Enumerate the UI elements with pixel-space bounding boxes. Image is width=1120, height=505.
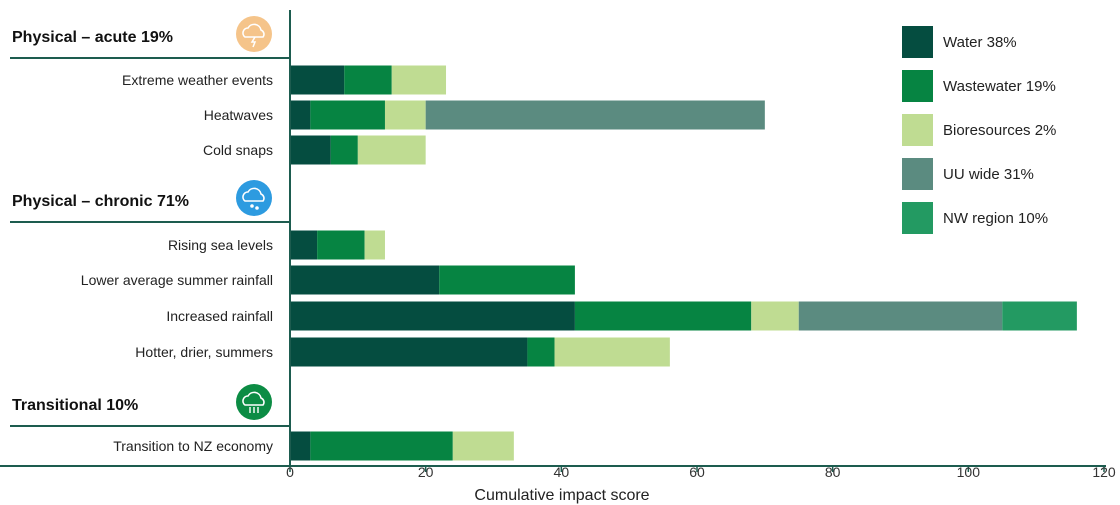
cloud-rain-icon [236, 180, 272, 216]
bar-segment [357, 135, 426, 165]
group-label: Physical – chronic 71% [12, 193, 189, 210]
bar-segment [391, 65, 447, 95]
category-label: Transition to NZ economy [113, 438, 273, 454]
category-label: Lower average summer rainfall [81, 272, 273, 288]
bar-segment [330, 135, 358, 165]
legend-swatch [902, 26, 933, 58]
x-axis-title: Cumulative impact score [474, 487, 649, 504]
bar-segment [310, 100, 385, 130]
bar-segment [1002, 301, 1077, 331]
legend-label: Water 38% [943, 34, 1017, 51]
bar-segment [290, 65, 345, 95]
bar-segment [310, 431, 453, 461]
bar-segment [317, 230, 365, 260]
x-tick-label: 100 [957, 464, 981, 480]
category-label: Cold snaps [203, 142, 273, 158]
x-tick-label: 80 [825, 464, 841, 480]
category-label: Heatwaves [204, 107, 273, 123]
bar-segment [384, 100, 426, 130]
legend-label: Wastewater 19% [943, 78, 1056, 95]
cloud-lightning-icon [236, 16, 272, 52]
bar-segment [290, 135, 331, 165]
bar-segment [452, 431, 514, 461]
bar-segment [290, 337, 528, 367]
category-label: Rising sea levels [168, 237, 273, 253]
legend-label: Bioresources 2% [943, 122, 1056, 139]
x-tick-label: 120 [1092, 464, 1116, 480]
x-tick-label: 0 [286, 464, 294, 480]
bar-segment [290, 301, 575, 331]
bar-segment [290, 230, 318, 260]
bar-segment [290, 265, 440, 295]
bar-segment [290, 100, 311, 130]
x-axis: 0 20 40 60 80 100 120 Cumulative impact score [0, 10, 1116, 504]
bar-segment [554, 337, 670, 367]
legend-swatch [902, 114, 933, 146]
group-label: Transitional 10% [12, 397, 138, 414]
bar-segment [344, 65, 392, 95]
legend-label: UU wide 31% [943, 166, 1034, 183]
bar-segment [574, 301, 752, 331]
bar-segment [425, 100, 765, 130]
legend-swatch [902, 158, 933, 190]
legend: Water 38% Wastewater 19% Bioresources 2% UU… [902, 26, 1056, 234]
bar-segment [527, 337, 555, 367]
x-tick-label: 40 [554, 464, 570, 480]
bar-segment [439, 265, 575, 295]
category-label: Increased rainfall [166, 308, 273, 324]
cloud-co2-icon [236, 384, 272, 420]
bar-segment [798, 301, 1003, 331]
category-label: Extreme weather events [122, 72, 273, 88]
bar-segment [290, 431, 311, 461]
bars [290, 65, 1077, 461]
group-headers: Physical – acute 19% Physical – chronic 7… [12, 16, 272, 420]
bar-segment [751, 301, 799, 331]
x-ticks: 0 20 40 60 80 100 120 [286, 464, 1116, 480]
legend-swatch [902, 202, 933, 234]
legend-swatch [902, 70, 933, 102]
category-labels: Extreme weather events Heatwaves Cold snap… [81, 72, 273, 454]
x-tick-label: 20 [418, 464, 434, 480]
group-separators [10, 57, 290, 427]
legend-label: NW region 10% [943, 210, 1048, 227]
bar-segment [364, 230, 385, 260]
category-label: Hotter, drier, summers [135, 344, 273, 360]
group-label: Physical – acute 19% [12, 29, 173, 46]
x-tick-label: 60 [689, 464, 705, 480]
